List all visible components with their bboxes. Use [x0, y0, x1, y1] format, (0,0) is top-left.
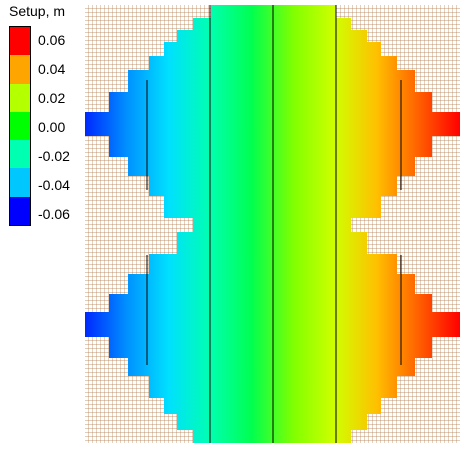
legend-swatch	[10, 168, 30, 198]
legend-swatch	[10, 27, 30, 56]
legend-tick-label: 0.04	[38, 61, 66, 77]
legend-swatch	[10, 140, 30, 169]
legend-tick-label: -0.06	[38, 206, 70, 222]
legend-color-bar	[9, 26, 31, 226]
legend-tick-label: -0.04	[38, 177, 70, 193]
legend-tick-label: -0.02	[38, 148, 70, 164]
legend-tick-label: 0.02	[38, 90, 66, 106]
legend-swatch	[10, 83, 30, 113]
legend-title: Setup, m	[9, 3, 66, 19]
legend-swatch	[10, 55, 30, 85]
legend-swatch	[10, 111, 30, 141]
legend-tick-label: 0.06	[38, 32, 66, 48]
legend-tick-label: 0.00	[38, 119, 66, 135]
legend-swatch	[10, 196, 30, 226]
contour-lines	[146, 5, 402, 443]
color-legend: Setup, m 0.06 0.04 0.02 0.00 -0.02 -0.04 -0.06	[0, 0, 84, 235]
